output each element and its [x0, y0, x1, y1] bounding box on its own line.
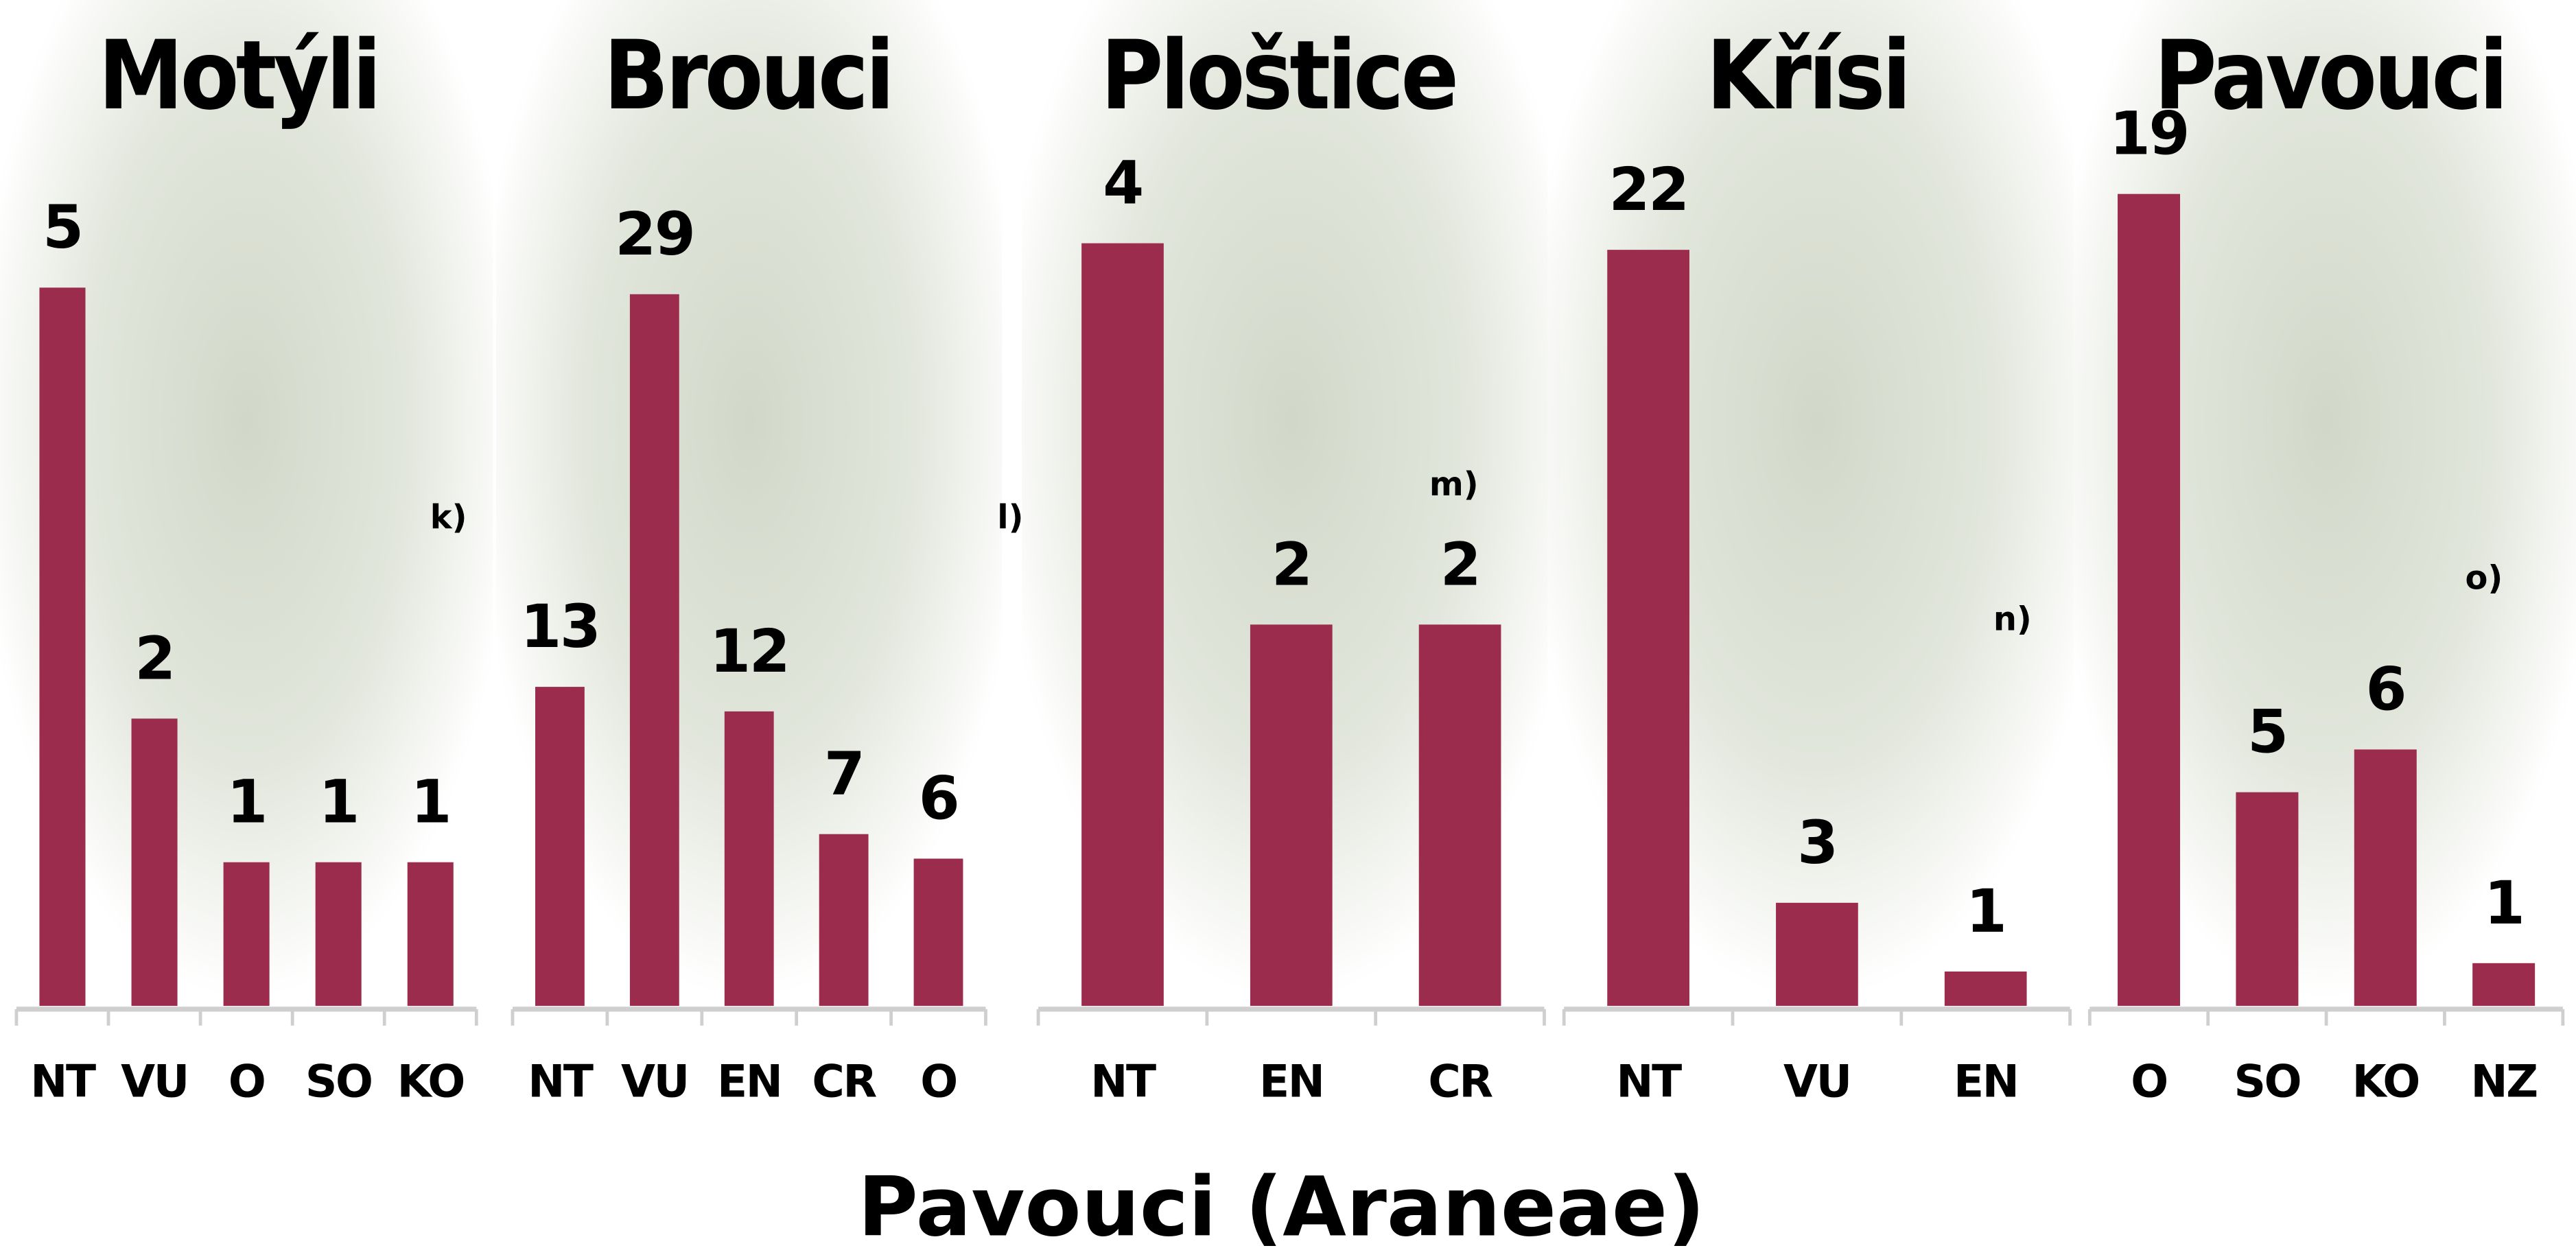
bar — [2118, 194, 2180, 1006]
category-label: NT — [1090, 1057, 1156, 1108]
image-label: k) — [430, 499, 467, 537]
bar — [2354, 749, 2417, 1006]
category-label: NT — [1616, 1057, 1682, 1108]
bar — [2236, 792, 2298, 1006]
bar — [316, 862, 362, 1006]
bar — [39, 287, 85, 1006]
category-label: VU — [121, 1057, 188, 1108]
bar — [725, 711, 774, 1006]
category-label: VU — [1783, 1057, 1851, 1108]
value-label: 12 — [710, 617, 788, 686]
bar — [1607, 250, 1689, 1006]
image-label: m) — [1429, 466, 1479, 504]
value-label: 2 — [1440, 530, 1480, 599]
category-label: CR — [812, 1057, 876, 1108]
value-label: 1 — [410, 768, 450, 837]
category-label: SO — [305, 1057, 372, 1108]
value-label: 6 — [2365, 655, 2405, 724]
category-label: KO — [2352, 1057, 2419, 1108]
value-label: 1 — [1966, 878, 2006, 946]
category-label: VU — [621, 1057, 688, 1108]
value-label: 1 — [2484, 869, 2524, 938]
value-label: 5 — [2247, 698, 2287, 767]
caption: Pavouci (Araneae) — [858, 1160, 1705, 1256]
image-label: n) — [1993, 601, 2032, 639]
chart-title: Brouci — [603, 20, 891, 131]
category-label: KO — [397, 1057, 464, 1108]
bar — [1945, 972, 2027, 1006]
value-label: 5 — [43, 193, 82, 262]
bar — [2472, 963, 2535, 1006]
image-label: l) — [997, 499, 1023, 537]
category-label: NZ — [2471, 1057, 2537, 1108]
bar — [1419, 624, 1501, 1006]
value-label: 29 — [615, 200, 694, 269]
value-label: 13 — [520, 593, 599, 661]
value-label: 2 — [134, 624, 174, 693]
bar — [132, 718, 178, 1006]
value-label: 2 — [1272, 530, 1311, 599]
category-label: O — [2131, 1057, 2167, 1108]
image-label: o) — [2466, 560, 2503, 598]
category-label: SO — [2234, 1057, 2301, 1108]
chart-title: Křísi — [1706, 20, 1908, 131]
chart-title: Motýli — [98, 20, 378, 131]
chart-title: Ploštice — [1101, 20, 1456, 131]
value-label: 1 — [318, 768, 358, 837]
category-label: NT — [30, 1057, 96, 1108]
value-label: 7 — [824, 740, 864, 809]
category-label: O — [229, 1057, 265, 1108]
value-label: 4 — [1103, 150, 1143, 218]
bar — [1776, 903, 1858, 1006]
bar — [1250, 624, 1333, 1006]
bar — [630, 294, 679, 1006]
bar — [224, 862, 270, 1006]
value-label: 1 — [226, 768, 266, 837]
category-label: O — [920, 1057, 957, 1108]
bar — [914, 858, 963, 1006]
bar — [1081, 244, 1164, 1007]
category-label: EN — [1259, 1057, 1323, 1108]
category-label: EN — [1954, 1057, 2017, 1108]
value-label: 3 — [1797, 809, 1837, 878]
bar — [535, 687, 585, 1006]
bar — [819, 834, 869, 1006]
value-label: 22 — [1609, 156, 1688, 224]
value-label: 6 — [919, 764, 959, 833]
chart-title: Pavouci — [2154, 20, 2505, 131]
bar — [408, 862, 454, 1006]
category-label: EN — [717, 1057, 781, 1108]
category-label: NT — [528, 1057, 594, 1108]
figure: Pavouci (Araneae) 5 NT 2 VU 1 O 1 SO 1 KO Motýli k)… — [0, 0, 2576, 1259]
category-label: CR — [1428, 1057, 1492, 1108]
